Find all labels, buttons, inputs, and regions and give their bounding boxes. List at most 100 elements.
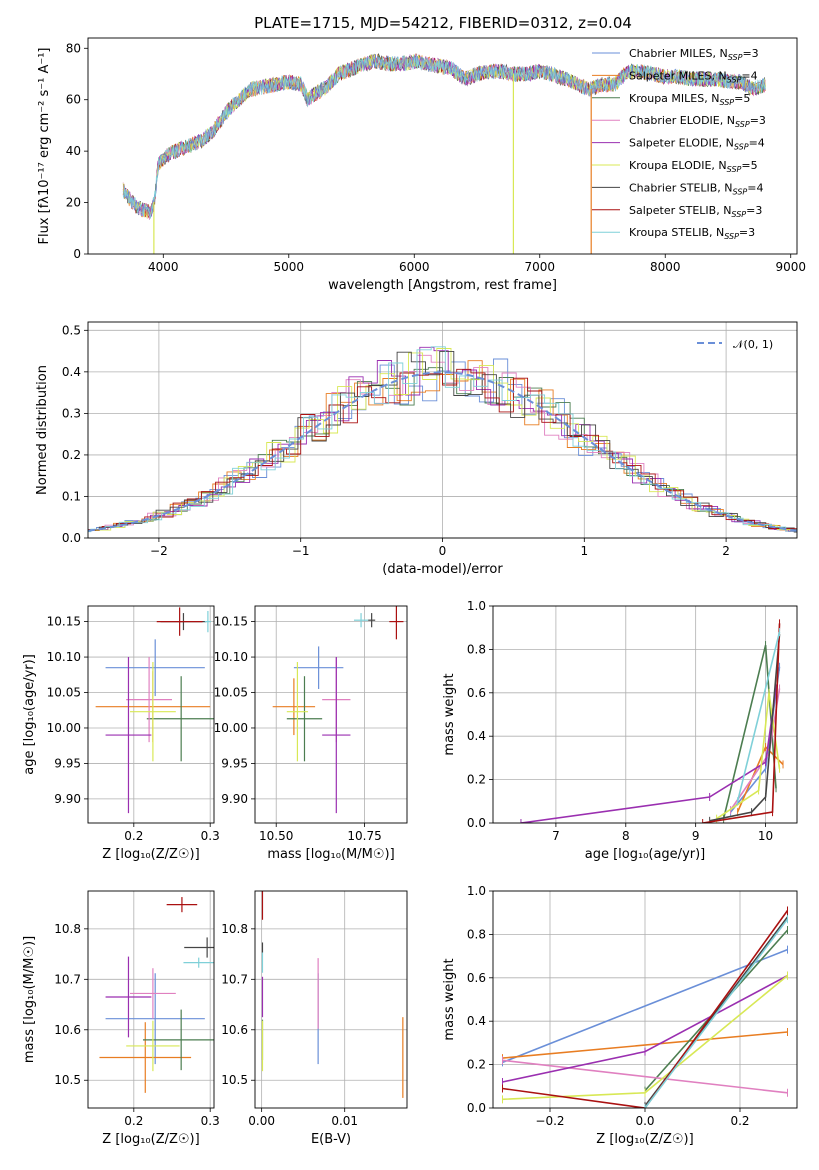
y-tick-label: 0.3	[62, 406, 81, 420]
plot-frame	[492, 890, 798, 1109]
x-axis-label: Z [log₁₀(Z/Z☉)]	[596, 1132, 693, 1147]
legend-entry: Chabrier STELIB, NSSP=4	[629, 181, 763, 196]
y-tick-label: 10.7	[221, 972, 248, 986]
y-axis-label: Normed distribution	[35, 365, 50, 495]
y-tick-label: 80	[66, 41, 81, 55]
figure-title: PLATE=1715, MJD=54212, FIBERID=0312, z=0…	[254, 14, 632, 32]
y-tick-label: 9.90	[54, 792, 81, 806]
mass-weight-line	[502, 1031, 788, 1059]
y-tick-label: 10.5	[221, 1073, 248, 1087]
mass-weight-line	[729, 688, 781, 811]
plot-frame	[254, 890, 408, 1109]
y-tick-label: 0.2	[467, 773, 486, 787]
x-axis-label: (data-model)/error	[382, 562, 503, 577]
y-tick-label: 0.2	[62, 448, 81, 462]
y-tick-label: 0.0	[467, 816, 486, 830]
mass-vs-z-panel: 0.2 0.3 10.5 10.6 10.7 10.8 Z [log₁₀(Z/Z☉)] mas…	[22, 890, 220, 1147]
x-tick-label: 0.3	[201, 829, 220, 843]
y-tick-label: 20	[66, 196, 81, 210]
x-axis-label: age [log₁₀(age/yr)]	[585, 847, 706, 862]
x-tick-label: 9	[692, 829, 700, 843]
y-tick-label: 1.0	[467, 599, 486, 613]
y-tick-label: 9.95	[54, 756, 81, 770]
y-tick-label: 10.8	[54, 922, 81, 936]
x-tick-label: 8000	[650, 260, 681, 274]
x-tick-label: 8	[622, 829, 630, 843]
y-tick-label: 0	[73, 247, 81, 261]
y-tick-label: 0.4	[467, 1014, 486, 1028]
x-tick-label: 10	[758, 829, 773, 843]
x-tick-label: 5000	[274, 260, 305, 274]
y-tick-label: 0.2	[467, 1058, 486, 1072]
residual-histogram	[88, 360, 797, 532]
x-tick-label: 0.00	[248, 1114, 275, 1128]
y-tick-label: 0.6	[467, 971, 486, 985]
residual-histogram	[88, 346, 797, 532]
y-axis-label: mass [log₁₀(M/M☉)]	[22, 936, 37, 1063]
y-tick-label: 0.1	[62, 489, 81, 503]
residuals-panel: −2 −1 0 1 2 0.0 0.1 0.2 0.3 0.4 0.5 (data-model)/er…	[35, 321, 798, 577]
y-tick-label: 10.5	[54, 1073, 81, 1087]
mass-weight-line	[502, 910, 789, 1108]
y-tick-label: 9.90	[221, 792, 248, 806]
plot-frame	[492, 605, 798, 824]
y-tick-label: 60	[66, 93, 81, 107]
x-tick-label: 10.75	[347, 829, 381, 843]
mass-weight-line	[520, 688, 777, 823]
legend-entry: Kroupa STELIB, NSSP=3	[629, 226, 755, 241]
y-tick-label: 0.8	[467, 927, 486, 941]
y-tick-label: 10.6	[54, 1023, 81, 1037]
age-vs-mass-panel: 10.50 10.75 9.90 9.95 10.00 10.05 10.10 10.15 ma…	[214, 605, 408, 862]
x-tick-label: 0.0	[635, 1114, 654, 1128]
legend-entry: Chabrier ELODIE, NSSP=3	[629, 114, 766, 129]
y-tick-label: 10.05	[47, 686, 81, 700]
x-axis-label: Z [log₁₀(Z/Z☉)]	[102, 847, 199, 862]
y-axis-label: Flux [fλ10⁻¹⁷ erg cm⁻² s⁻¹ A⁻¹]	[37, 48, 52, 245]
legend-entry: Kroupa MILES, NSSP=5	[629, 92, 750, 107]
legend-entry: Salpeter STELIB, NSSP=3	[629, 204, 762, 219]
y-tick-label: 10.15	[47, 615, 81, 629]
x-tick-label: 9000	[775, 260, 806, 274]
y-tick-label: 10.7	[54, 972, 81, 986]
y-tick-label: 10.8	[221, 922, 248, 936]
normal-reference-curve	[88, 371, 797, 532]
y-axis-label: age [log₁₀(age/yr)]	[22, 654, 37, 775]
y-tick-label: 40	[66, 144, 81, 158]
age-vs-z-panel: 0.2 0.3 9.90 9.95 10.00 10.05 10.10 10.15 Z [log…	[22, 605, 220, 862]
plot-frame	[87, 605, 215, 824]
mass-weight-line	[502, 1059, 788, 1094]
x-tick-label: 0.2	[124, 1114, 143, 1128]
y-tick-label: 10.10	[214, 650, 248, 664]
y-axis-label: mass weight	[442, 673, 457, 755]
y-tick-label: 10.05	[214, 686, 248, 700]
x-axis-label: E(B-V)	[311, 1132, 351, 1147]
x-tick-label: 0.01	[331, 1114, 358, 1128]
y-tick-label: 10.00	[47, 721, 81, 735]
x-axis-label: wavelength [Angstrom, rest frame]	[328, 278, 557, 293]
plot-frame	[87, 321, 798, 539]
y-axis-label: mass weight	[442, 958, 457, 1040]
x-tick-label: 1	[580, 544, 588, 558]
y-tick-label: 10.10	[47, 650, 81, 664]
y-tick-label: 10.6	[221, 1023, 248, 1037]
y-tick-label: 0.4	[467, 729, 486, 743]
legend-entry: Salpeter ELODIE, NSSP=4	[629, 137, 765, 152]
spectrum-line	[122, 54, 766, 219]
x-tick-label: −2	[150, 544, 168, 558]
x-tick-label: 7000	[524, 260, 555, 274]
y-tick-label: 0.8	[467, 642, 486, 656]
mass-vs-ebv-panel: 0.00 0.01 10.5 10.6 10.7 10.8 E(B-V)	[221, 890, 408, 1147]
x-tick-label: 2	[722, 544, 730, 558]
x-tick-label: −1	[292, 544, 310, 558]
y-tick-label: 0.0	[467, 1101, 486, 1115]
mass-weight-line	[709, 634, 781, 822]
spectrum-panel: 4000 5000 6000 7000 8000 9000 0 20 40 60 80 wavelen…	[37, 37, 806, 293]
plot-frame	[87, 890, 215, 1109]
x-tick-label: 0.3	[201, 1114, 220, 1128]
y-tick-label: 10.15	[214, 615, 248, 629]
x-tick-label: 7	[552, 829, 560, 843]
x-tick-label: 4000	[148, 260, 179, 274]
x-tick-label: 0	[439, 544, 447, 558]
y-tick-label: 10.00	[214, 721, 248, 735]
